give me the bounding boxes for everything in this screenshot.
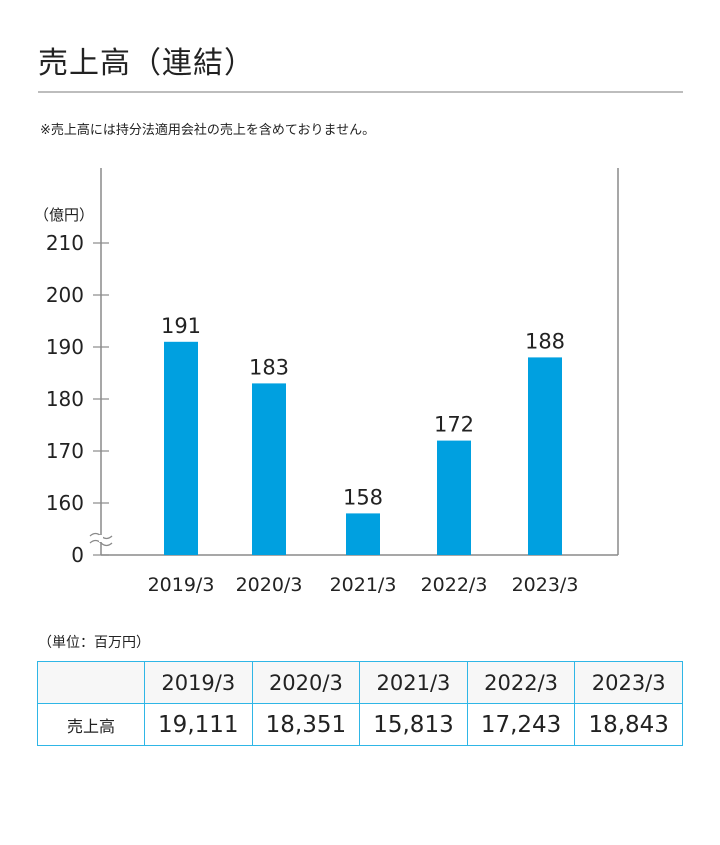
y-tick-label: 190 bbox=[46, 335, 84, 359]
chart-bars: 191 183 158 172 188 bbox=[161, 314, 565, 555]
x-tick-label: 2019/3 bbox=[148, 574, 215, 596]
bar-value-label: 172 bbox=[434, 413, 474, 437]
table-unit-label: （単位：百万円） bbox=[38, 635, 150, 651]
bar-value-label: 191 bbox=[161, 314, 201, 338]
table-header-cell: 2021/3 bbox=[359, 661, 468, 704]
revenue-table: 2019/3 2020/3 2021/3 2022/3 2023/3 売上高 1… bbox=[37, 661, 683, 746]
table-header-cell: 2023/3 bbox=[574, 661, 683, 704]
table-cell: 18,843 bbox=[574, 703, 683, 746]
footnote: ※売上高には持分法適用会社の売上を含めておりません。 bbox=[40, 123, 376, 138]
table-cell: 19,111 bbox=[144, 703, 253, 746]
table-header-cell: 2022/3 bbox=[466, 661, 576, 704]
axis-break-gap bbox=[99, 535, 103, 542]
bar-value-label: 183 bbox=[249, 355, 289, 379]
y-tick-label: 180 bbox=[46, 387, 84, 411]
x-tick-label: 2021/3 bbox=[330, 574, 397, 596]
table-cell: 18,351 bbox=[251, 703, 361, 746]
x-tick-label: 2022/3 bbox=[421, 574, 488, 596]
y-tick-label: 210 bbox=[46, 231, 84, 255]
chart-ticks: 0 160 170 180 190 200 210 2019/3 2020/3 2021/3 202… bbox=[46, 231, 579, 596]
x-tick-label: 2020/3 bbox=[236, 574, 303, 596]
bar bbox=[164, 341, 198, 555]
table-cell: 15,813 bbox=[359, 703, 468, 746]
table-row: 売上高 19,111 18,351 15,813 17,243 18,843 bbox=[37, 703, 683, 746]
axis-break-mark bbox=[89, 539, 113, 547]
page-title: 売上高（連結） bbox=[38, 46, 255, 81]
y-tick-label: 160 bbox=[46, 491, 84, 515]
revenue-bar-chart: 191 183 158 172 188 0 160 170 180 190 200 210 2019/… bbox=[46, 168, 619, 596]
table-header-cell: 2019/3 bbox=[144, 661, 253, 704]
x-tick-label: 2023/3 bbox=[512, 574, 579, 596]
y-tick-label: 0 bbox=[71, 543, 84, 567]
table-cell: 17,243 bbox=[466, 703, 576, 746]
table-corner-cell bbox=[37, 661, 145, 704]
bar bbox=[528, 357, 562, 555]
title-divider bbox=[38, 91, 683, 93]
y-tick-label: 170 bbox=[46, 439, 84, 463]
bar bbox=[252, 383, 286, 555]
table-header-cell: 2020/3 bbox=[251, 661, 361, 704]
bar-value-label: 188 bbox=[525, 329, 565, 353]
y-tick-label: 200 bbox=[46, 283, 84, 307]
table-row-label: 売上高 bbox=[37, 703, 145, 746]
bar bbox=[437, 440, 471, 555]
table-header-row: 2019/3 2020/3 2021/3 2022/3 2023/3 bbox=[37, 661, 683, 704]
bar-value-label: 158 bbox=[343, 485, 383, 509]
chart-unit-label: （億円） bbox=[34, 206, 95, 224]
bar bbox=[346, 513, 380, 555]
